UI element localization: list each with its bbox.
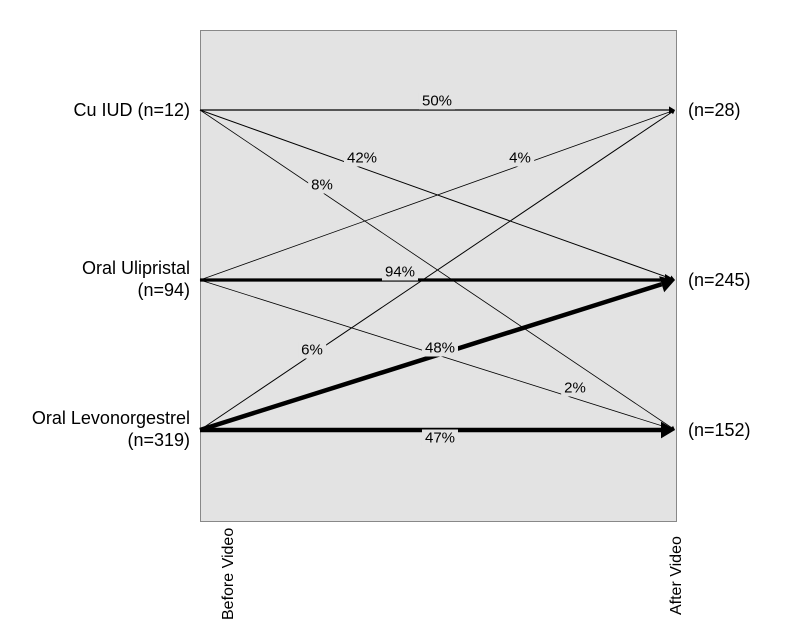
flow-svg bbox=[0, 0, 800, 628]
edge-label: 94% bbox=[382, 264, 418, 281]
edge-label: 8% bbox=[308, 177, 336, 194]
right-node-label: (n=152) bbox=[688, 420, 751, 441]
edge-label: 2% bbox=[561, 380, 589, 397]
edge-label: 6% bbox=[298, 342, 326, 359]
edge-label: 47% bbox=[422, 430, 458, 447]
axis-label-before: Before Video bbox=[220, 528, 238, 620]
axis-label-after: After Video bbox=[668, 536, 686, 615]
left-node-label: Oral Levonorgestrel(n=319) bbox=[0, 408, 190, 451]
left-node-label: Oral Ulipristal(n=94) bbox=[0, 258, 190, 301]
edge-label: 4% bbox=[506, 150, 534, 167]
edge-label: 42% bbox=[344, 150, 380, 167]
edge-label: 48% bbox=[422, 340, 458, 357]
edge-label: 50% bbox=[419, 93, 455, 110]
right-node-label: (n=28) bbox=[688, 100, 741, 121]
left-node-label: Cu IUD (n=12) bbox=[0, 100, 190, 122]
right-node-label: (n=245) bbox=[688, 270, 751, 291]
